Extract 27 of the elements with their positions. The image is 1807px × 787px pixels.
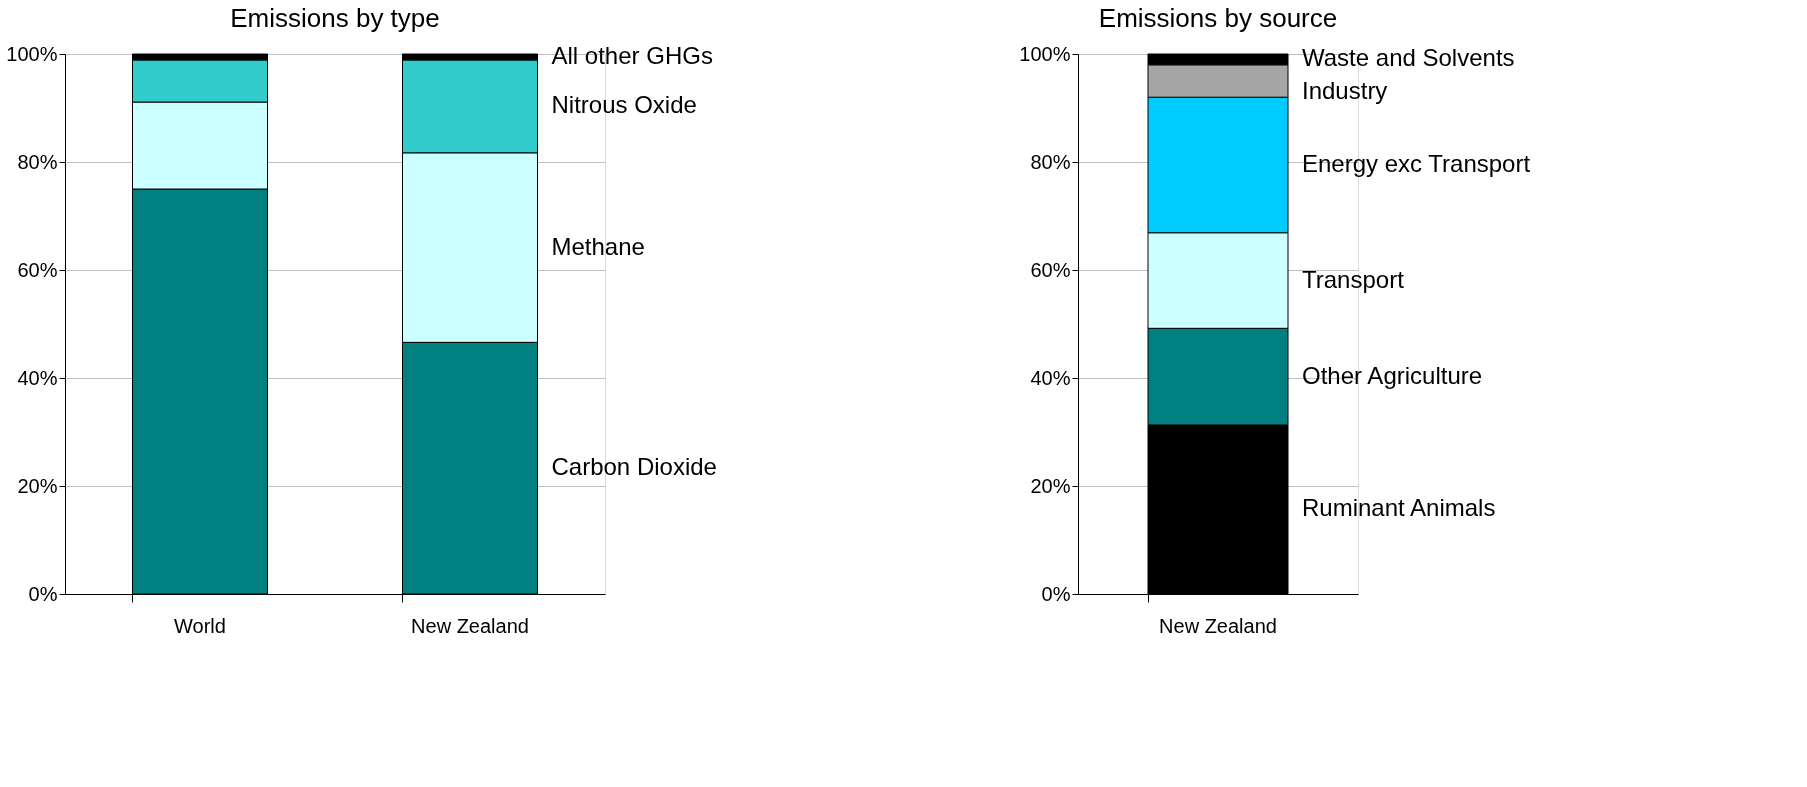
series-label: Energy exc Transport <box>1302 149 1531 177</box>
y-tick-label: 60% <box>1030 258 1071 281</box>
y-tick-label: 80% <box>17 150 58 173</box>
y-tick-label: 40% <box>1030 366 1071 389</box>
x-tick-label: World <box>174 614 226 637</box>
y-tick-label: 20% <box>1030 474 1071 497</box>
y-tick-label: 80% <box>1030 150 1071 173</box>
series-label: Transport <box>1302 265 1405 293</box>
y-tick-label: 40% <box>17 366 58 389</box>
chart-title: Emissions by type <box>230 3 440 33</box>
chart-title: Emissions by source <box>1098 3 1338 33</box>
y-tick-label: 0% <box>1041 582 1071 605</box>
series-label: Nitrous Oxide <box>551 91 697 119</box>
series-label: Waste and Solvents <box>1302 44 1515 72</box>
y-tick-label: 60% <box>17 258 58 281</box>
series-label: Ruminant Animals <box>1302 494 1496 522</box>
y-tick-label: 0% <box>28 582 58 605</box>
y-tick-label: 100% <box>6 42 58 65</box>
series-label: Carbon Dioxide <box>551 453 717 481</box>
x-tick-label: New Zealand <box>411 614 529 637</box>
series-label: All other GHGs <box>551 41 713 69</box>
y-tick-label: 100% <box>1019 42 1071 65</box>
y-tick-label: 20% <box>17 474 58 497</box>
series-label: Industry <box>1302 76 1388 104</box>
series-label: Other Agriculture <box>1302 361 1483 389</box>
x-tick-label: New Zealand <box>1159 614 1277 637</box>
series-label: Methane <box>551 232 645 260</box>
